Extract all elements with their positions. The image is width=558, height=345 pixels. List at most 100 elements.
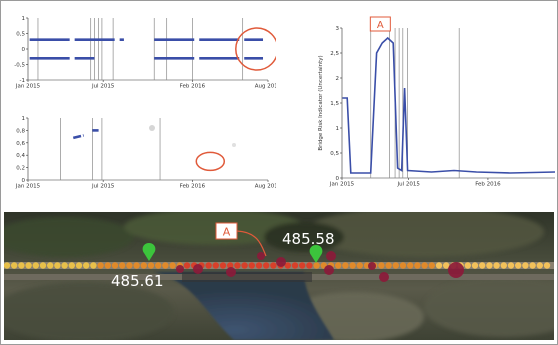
track-dot [126, 262, 133, 269]
marker-value-right: 485.58 [282, 230, 335, 248]
track-dot [392, 262, 399, 269]
x-tick-label: Jan 2015 [15, 184, 41, 190]
track-dot [284, 262, 291, 269]
track-dot [183, 262, 191, 269]
track-dot [133, 262, 140, 269]
track-dot [529, 262, 536, 269]
track-dot [11, 262, 18, 269]
x-tick-label: Jan 2015 [329, 182, 355, 188]
track-dot [464, 262, 471, 269]
track-dot [471, 262, 479, 269]
data-segment [72, 134, 84, 140]
hazard-marker [368, 262, 376, 270]
y-tick-label: 0,5 [16, 32, 25, 38]
hazard-marker [226, 267, 236, 277]
bridge [182, 272, 312, 282]
y-tick-label: 0,8 [16, 128, 25, 134]
track-dot [212, 262, 219, 269]
vegetation-texture [4, 212, 554, 340]
annotation-label-a: A [223, 226, 231, 239]
hazard-marker [448, 262, 464, 278]
annotation-pointer [236, 230, 267, 257]
track-dot [356, 262, 363, 269]
river [154, 272, 334, 340]
track-dot [543, 262, 551, 269]
y-tick-label: 1 [22, 16, 26, 22]
track-dot [25, 262, 32, 269]
track-dot [421, 262, 428, 269]
track-dot [155, 262, 162, 269]
track-dot [428, 262, 435, 269]
track-dot [68, 262, 76, 269]
y-tick-label: 2,5 [330, 51, 339, 57]
map-pin-icon [142, 243, 156, 261]
track-dot [241, 262, 248, 269]
track-dot [313, 262, 320, 269]
y-tick-label: 0,5 [330, 151, 339, 157]
track-dot [479, 262, 486, 269]
track-dot [349, 262, 356, 269]
track-dot [536, 262, 543, 269]
y-tick-label: 0,6 [16, 141, 25, 147]
track-dot [342, 262, 349, 269]
track-dot [291, 262, 299, 269]
hazard-marker [324, 265, 334, 275]
x-tick-label: Feb 2016 [180, 184, 206, 190]
track-dot [90, 262, 97, 269]
map-pin-icon [309, 245, 323, 263]
track-dot [147, 262, 155, 269]
track-dot [399, 262, 407, 269]
y-tick-label: 1,5 [330, 101, 339, 107]
x-tick-label: Jan 2015 [15, 84, 41, 90]
track-dot [299, 262, 306, 269]
track-dot [486, 262, 493, 269]
hazard-markers [176, 251, 464, 282]
track-dot [443, 262, 450, 269]
track-dot [500, 262, 507, 269]
track-dot [169, 262, 176, 269]
track-dot [205, 262, 212, 269]
track-dot [83, 262, 90, 269]
track-dot [335, 262, 342, 269]
track-dot [119, 262, 126, 269]
track-dot [248, 262, 255, 269]
series-line [342, 36, 555, 174]
track-dot [104, 262, 112, 269]
track-dot [507, 262, 515, 269]
track-dot [75, 262, 83, 269]
y-tick-label: 0,2 [16, 166, 25, 172]
marker-value-left: 485.61 [111, 272, 164, 290]
hazard-marker [257, 252, 265, 260]
track-dot [162, 262, 169, 269]
track-dot [522, 262, 529, 269]
track-dot [234, 262, 241, 269]
hazard-marker [326, 251, 336, 261]
y-tick-label: -0,5 [14, 63, 25, 69]
track-dot [263, 262, 270, 269]
y-tick-label: -1 [20, 78, 25, 84]
track-dot [270, 262, 277, 269]
hazard-marker [276, 257, 286, 267]
track-dot [435, 262, 443, 269]
track-dot [140, 262, 147, 269]
track-dot [32, 262, 39, 269]
x-tick-label: Jul 2015 [91, 184, 115, 190]
track-dot [414, 262, 421, 269]
track-dot [97, 262, 104, 269]
x-tick-label: Feb 2016 [180, 84, 206, 90]
track-dot [219, 262, 227, 269]
y-tick-label: 0 [22, 47, 26, 53]
faint-point [232, 143, 236, 147]
track-dot [385, 262, 392, 269]
track-dot [4, 262, 11, 269]
track-dot [378, 262, 385, 269]
x-tick-label: Jul 2015 [91, 84, 115, 90]
track-dot [111, 262, 119, 269]
y-tick-label: 0,4 [16, 153, 25, 159]
track-dot [54, 262, 61, 269]
y-tick-label: 2 [336, 76, 340, 82]
axis-line [27, 18, 268, 81]
highlight-circle [235, 27, 276, 71]
